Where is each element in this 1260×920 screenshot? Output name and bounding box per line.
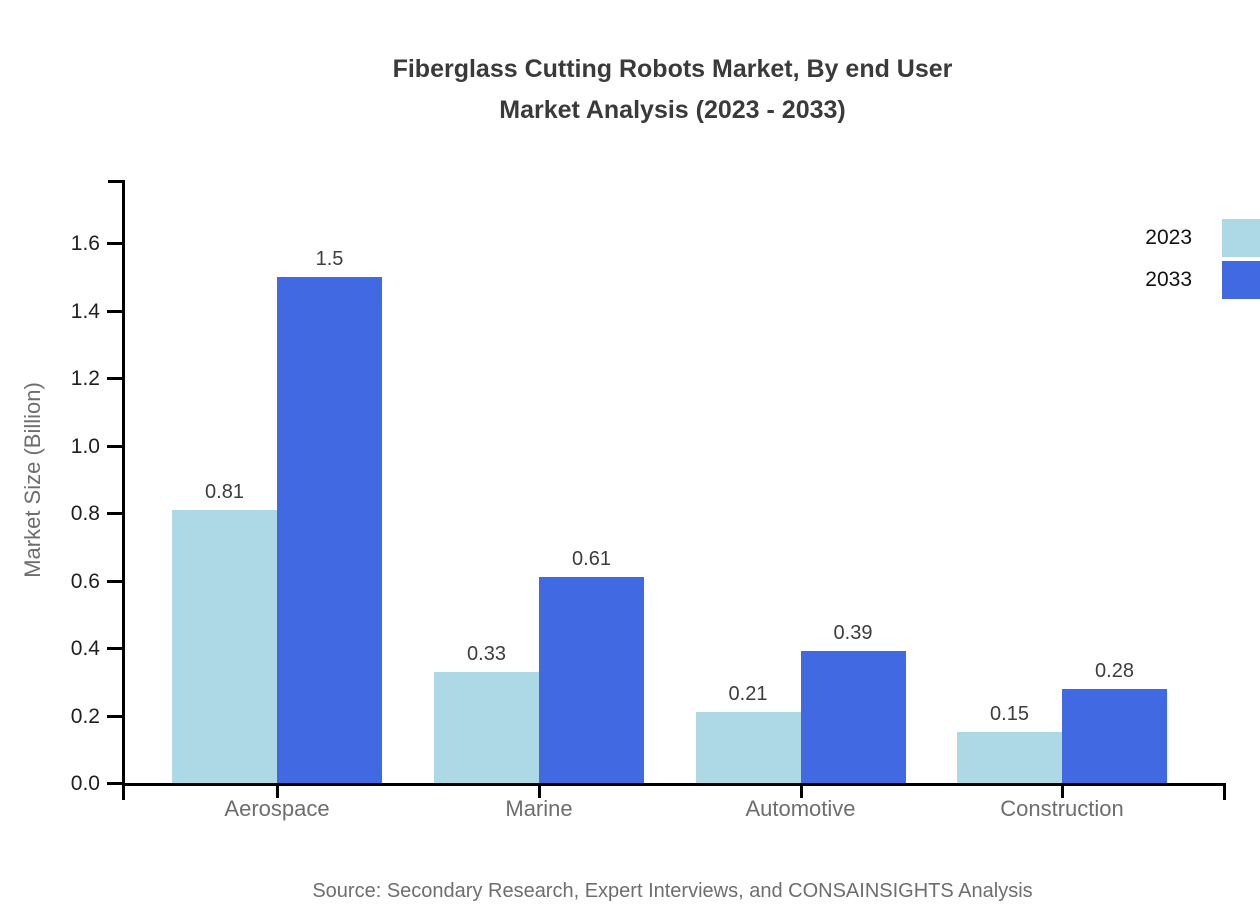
x-category-label-construction: Construction <box>1000 796 1124 821</box>
y-tick-label-1.6: 1.6 <box>70 232 100 255</box>
chart-title: Fiberglass Cutting Robots Market, By end… <box>122 49 1223 131</box>
y-tick-1.0 <box>107 444 122 448</box>
y-tick-label-0.2: 0.2 <box>70 704 100 728</box>
source-note: Source: Secondary Research, Expert Inter… <box>312 880 1033 902</box>
y-tick-0.0 <box>107 782 122 785</box>
y-tick-label-1.0: 1.0 <box>70 434 100 458</box>
y-axis-spine <box>122 180 125 800</box>
y-tick-label-0.4: 0.4 <box>70 637 100 660</box>
x-tick-marine <box>538 786 541 798</box>
bar-2023-construction <box>957 732 1062 783</box>
x-axis-end-cap <box>1223 783 1226 800</box>
legend-row-2033: 2033 <box>1145 261 1260 299</box>
legend-row-2023: 2023 <box>1145 219 1260 257</box>
value-label-2033-aerospace: 1.5 <box>315 247 344 270</box>
y-tick-0.2 <box>107 714 122 718</box>
plot-area: 0.81 0.33 0.21 0.15 1.5 0.61 0.39 0.28 <box>122 180 1223 783</box>
bar-2033-construction <box>1062 688 1167 783</box>
bar-2033-automotive <box>800 651 906 783</box>
y-tick-1.2 <box>107 377 122 380</box>
bar-2023-automotive <box>695 712 801 783</box>
y-tick-0.6 <box>107 579 122 583</box>
legend-label-2033: 2033 <box>1145 268 1192 291</box>
y-tick-1.6 <box>107 242 122 245</box>
x-tick-construction <box>1061 786 1064 798</box>
value-label-2023-marine: 0.33 <box>467 642 506 665</box>
x-category-label-automotive: Automotive <box>745 796 856 821</box>
y-tick-label-0.6: 0.6 <box>70 569 100 593</box>
value-label-2033-marine: 0.61 <box>572 548 611 571</box>
y-tick-1.4 <box>107 309 122 313</box>
value-label-2033-automotive: 0.39 <box>833 622 873 645</box>
y-axis-title: Market Size (Billion) <box>20 382 45 578</box>
y-tick-label-0.8: 0.8 <box>70 502 100 525</box>
legend: 2023 2033 <box>1145 219 1260 303</box>
x-category-label-marine: Marine <box>505 796 573 821</box>
bar-2023-aerospace <box>172 509 277 783</box>
y-axis-top-cap <box>108 180 122 183</box>
value-label-2023-construction: 0.15 <box>990 703 1029 726</box>
chart-title-line-1: Fiberglass Cutting Robots Market, By end… <box>392 55 953 83</box>
value-label-2023-aerospace: 0.81 <box>205 480 244 503</box>
y-tick-0.4 <box>107 647 122 650</box>
x-axis-spine <box>122 783 1226 786</box>
x-tick-automotive <box>799 786 803 798</box>
value-label-2023-automotive: 0.21 <box>728 683 768 706</box>
bar-2023-marine <box>434 671 539 783</box>
bar-2033-aerospace <box>277 276 382 783</box>
y-tick-label-1.4: 1.4 <box>70 299 100 323</box>
value-label-2033-construction: 0.28 <box>1095 659 1134 682</box>
y-tick-label-1.2: 1.2 <box>70 367 100 390</box>
legend-swatch-2033 <box>1222 261 1260 299</box>
legend-label-2023: 2023 <box>1145 226 1192 249</box>
x-tick-aerospace <box>276 786 279 798</box>
bar-2033-marine <box>539 577 644 783</box>
chart-title-line-2: Market Analysis (2023 - 2033) <box>499 96 846 124</box>
legend-swatch-2023 <box>1222 219 1260 257</box>
x-category-label-aerospace: Aerospace <box>224 796 330 821</box>
y-tick-0.8 <box>107 512 122 515</box>
y-tick-label-0.0: 0.0 <box>70 772 100 795</box>
